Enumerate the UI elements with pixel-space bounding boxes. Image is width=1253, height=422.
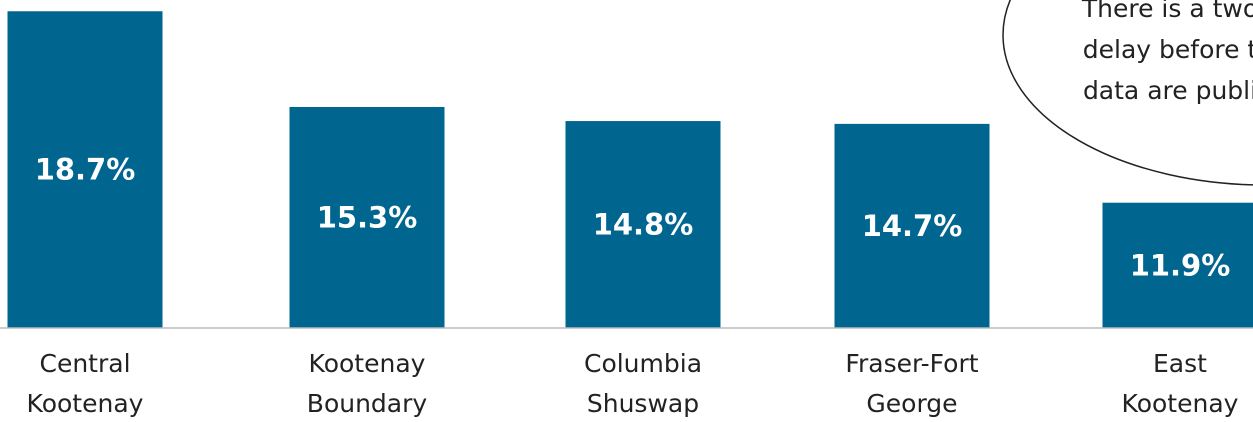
bar — [7, 11, 163, 328]
x-tick-label: Central — [39, 349, 130, 378]
callout-text: data are publi — [1083, 76, 1253, 105]
bar — [834, 123, 990, 329]
x-tick-label: Columbia — [584, 349, 702, 378]
value-label: 18.7% — [35, 153, 136, 187]
x-tick-label: East — [1153, 349, 1207, 378]
x-tick-label: Kootenay — [1122, 389, 1239, 418]
value-label: 11.9% — [1130, 248, 1231, 282]
value-label: 14.8% — [593, 208, 694, 242]
x-tick-label: George — [866, 389, 957, 418]
x-tick-label: Kootenay — [309, 349, 426, 378]
value-label: 15.3% — [317, 200, 418, 234]
value-label: 14.7% — [862, 209, 963, 243]
callout-text: There is a two — [1081, 0, 1253, 23]
bar — [289, 106, 445, 328]
bar — [565, 121, 721, 328]
callout-bubble — [1002, 0, 1253, 186]
x-tick-label: Fraser-Fort — [845, 349, 978, 378]
x-tick-label: Boundary — [307, 389, 428, 418]
x-tick-label: Shuswap — [587, 389, 699, 418]
callout-text: delay before t — [1083, 35, 1253, 64]
bar — [1102, 202, 1253, 328]
x-tick-label: Kootenay — [27, 389, 144, 418]
